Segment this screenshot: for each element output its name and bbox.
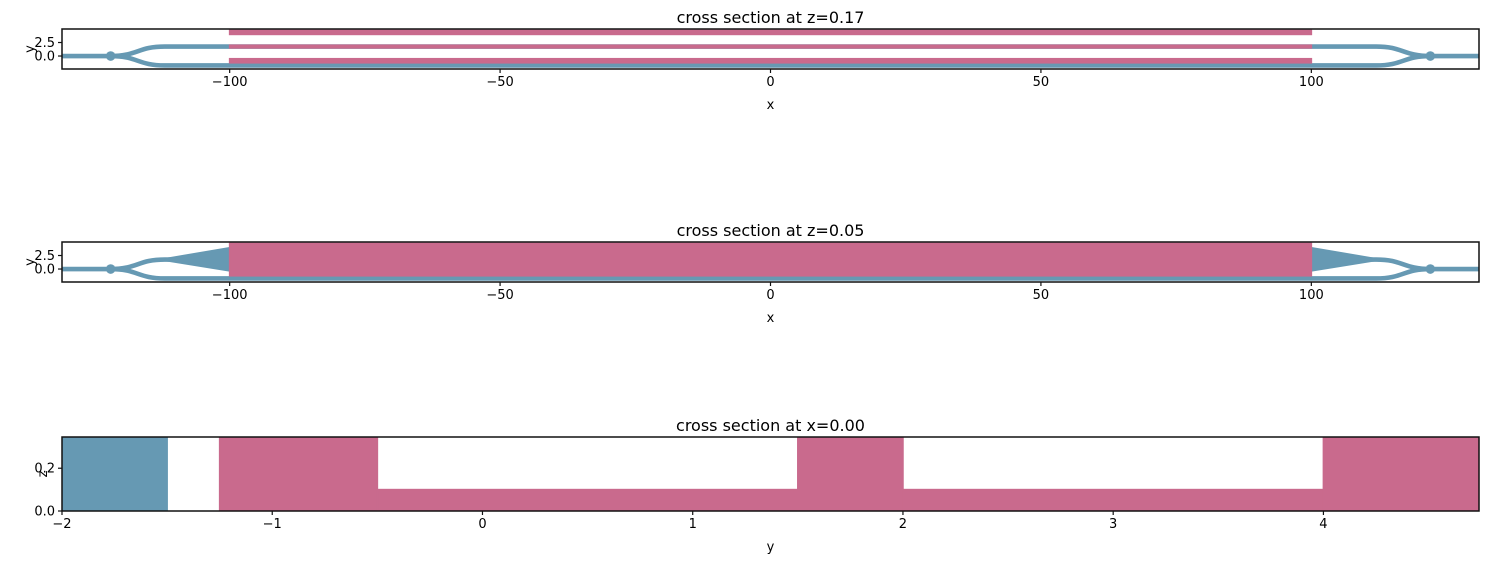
waveguide-outline-lower	[108, 53, 1433, 68]
x-tick-label: 1	[689, 517, 697, 532]
x-tick-label: 0	[766, 288, 774, 303]
slab-taper-left	[164, 246, 231, 272]
x-tick-label: −50	[486, 75, 513, 90]
y-tick-label: 0.2	[34, 462, 55, 477]
x-tick-label: 3	[1109, 517, 1117, 532]
x-axis-label: x	[767, 98, 775, 113]
axes-spine	[61, 436, 1480, 512]
y-axis-label: y	[23, 45, 38, 53]
x-tick-label: 4	[1319, 517, 1327, 532]
y-tick-label: 0.0	[34, 505, 55, 520]
x-tick-label: −1	[263, 517, 282, 532]
subplot-cross-section-x000: −2 −1 0 1 2 3 40.00.2 cross section at x=0.00 …	[34, 416, 1480, 555]
y-tick-label: 2.5	[34, 36, 55, 51]
pink-bar-bottom	[228, 57, 1313, 64]
waveguide-outline-lower	[108, 266, 1433, 281]
pink-bar-top	[228, 29, 1313, 36]
axes-decor: −2 −1 0 1 2 3 4 0.0 0.2	[34, 436, 1480, 532]
x-tick-label: 100	[1299, 288, 1324, 303]
waveguide-core-rect	[62, 437, 168, 511]
subplot-title: cross section at z=0.17	[677, 8, 865, 27]
pink-block-2	[797, 437, 904, 511]
y-axis-label: z	[36, 470, 51, 477]
subplot-title: cross section at x=0.00	[676, 416, 865, 435]
x-tick-label: 0	[766, 75, 774, 90]
subplot-title: cross section at z=0.05	[677, 221, 865, 240]
axes-decor: −100 −50 0 50 100 0.02.5	[34, 241, 1480, 303]
x-tick-label: −50	[486, 288, 513, 303]
subplot-cross-section-z017: −100 −50 0 50 100 0.02.5 cross section at z=0…	[23, 8, 1480, 113]
pink-bar-middle	[228, 44, 1313, 49]
y-tick-label: 2.5	[34, 249, 55, 264]
x-tick-label: 2	[899, 517, 907, 532]
structure-shapes	[62, 29, 1479, 68]
junction-dot-left	[105, 264, 116, 274]
axes-decor: −100 −50 0 50 100 0.02.5	[34, 28, 1480, 90]
structure-shapes	[62, 437, 1479, 511]
pink-slab-2	[902, 488, 1325, 511]
slab-taper-right	[1310, 246, 1377, 272]
junction-dot-left	[105, 51, 116, 61]
x-tick-label: −100	[212, 288, 248, 303]
junction-dot-right	[1425, 264, 1436, 274]
pink-slab-block	[228, 242, 1313, 277]
x-tick-label: −2	[52, 517, 71, 532]
x-axis-label: x	[767, 311, 775, 326]
x-axis-label: y	[767, 540, 775, 555]
pink-block-3	[1322, 437, 1479, 511]
x-tick-label: −100	[212, 75, 248, 90]
structure-shapes	[62, 242, 1479, 281]
subplot-cross-section-z005: −100 −50 0 50 100 0.02.5 cross section at z=0…	[23, 221, 1480, 326]
x-tick-label: 100	[1299, 75, 1324, 90]
y-tick-label: 0.0	[34, 263, 55, 278]
y-tick-label: 0.0	[34, 50, 55, 65]
x-tick-label: 50	[1033, 75, 1050, 90]
junction-dot-right	[1425, 51, 1436, 61]
y-axis-label: y	[23, 258, 38, 266]
x-tick-label: 0	[478, 517, 486, 532]
x-tick-label: 50	[1033, 288, 1050, 303]
pink-slab-1	[376, 488, 799, 511]
pink-block-1	[218, 437, 379, 511]
